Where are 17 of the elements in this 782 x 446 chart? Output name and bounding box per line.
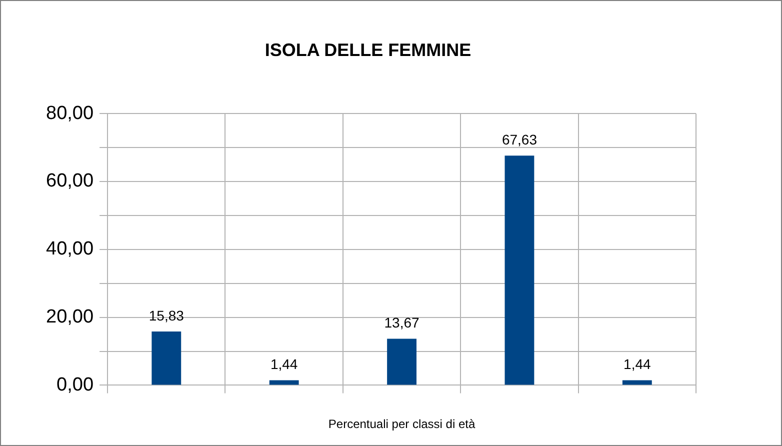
y-tick-label: 40,00 [46,238,94,260]
data-label: 67,63 [502,131,538,148]
bar [504,156,534,385]
y-tick-label: 80,00 [46,102,94,124]
data-label: 15,83 [148,307,184,324]
data-label: 13,67 [384,314,420,331]
bar [152,331,182,385]
x-axis-title: Percentuali per classi di età [328,417,476,432]
data-label: 1,44 [624,356,651,372]
bar [269,380,299,385]
data-label: 1,44 [270,356,298,372]
bar [387,338,416,385]
chart-title: ISOLA DELLE FEMMINE [264,40,472,60]
y-tick-label: 0,00 [56,374,94,396]
bar [622,380,652,385]
y-tick-label: 60,00 [46,170,94,192]
y-tick-label: 20,00 [46,306,94,328]
